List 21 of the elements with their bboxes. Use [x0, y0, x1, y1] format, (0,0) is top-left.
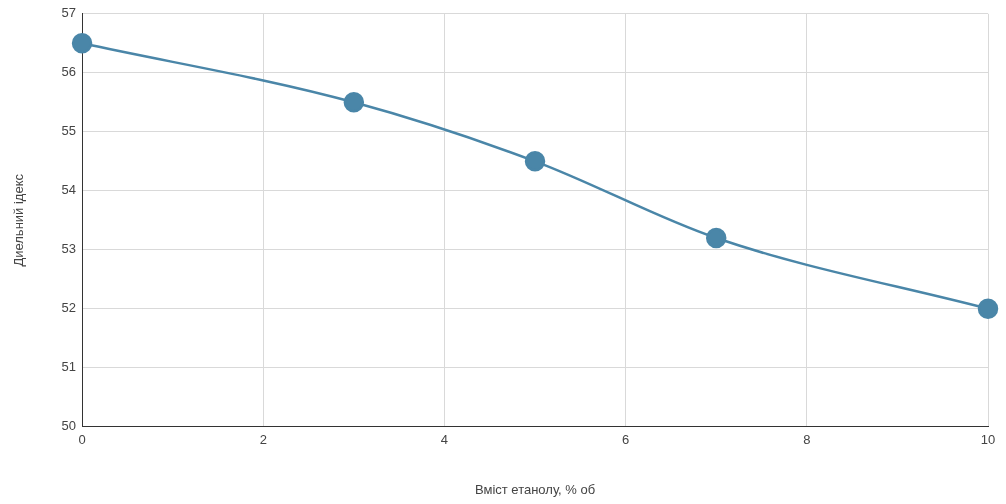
y-tick-label: 50	[61, 418, 77, 434]
x-tick-label: 2	[259, 432, 267, 448]
y-tick-label: 55	[61, 123, 77, 139]
y-tick-label: 57	[61, 5, 77, 21]
y-tick-label: 52	[61, 300, 77, 316]
x-axis-title: Вміст етанолу, % об	[474, 481, 596, 497]
point	[977, 298, 999, 320]
x-tick-label: 4	[440, 432, 449, 448]
x-tick-label: 8	[803, 432, 811, 448]
x-tick-label: 10	[980, 432, 996, 448]
y-tick-label: 56	[61, 64, 77, 80]
x-tick-label: 6	[622, 432, 630, 448]
y-tick-label: 51	[61, 359, 77, 375]
point	[705, 227, 727, 249]
x-tick-label: 0	[78, 432, 86, 448]
point	[524, 151, 546, 172]
y-tick-label: 53	[61, 241, 77, 257]
y-tick-label: 54	[61, 182, 77, 198]
y-axis-title: Диельний ідекс	[11, 173, 27, 267]
point	[343, 92, 365, 113]
point	[71, 33, 93, 54]
